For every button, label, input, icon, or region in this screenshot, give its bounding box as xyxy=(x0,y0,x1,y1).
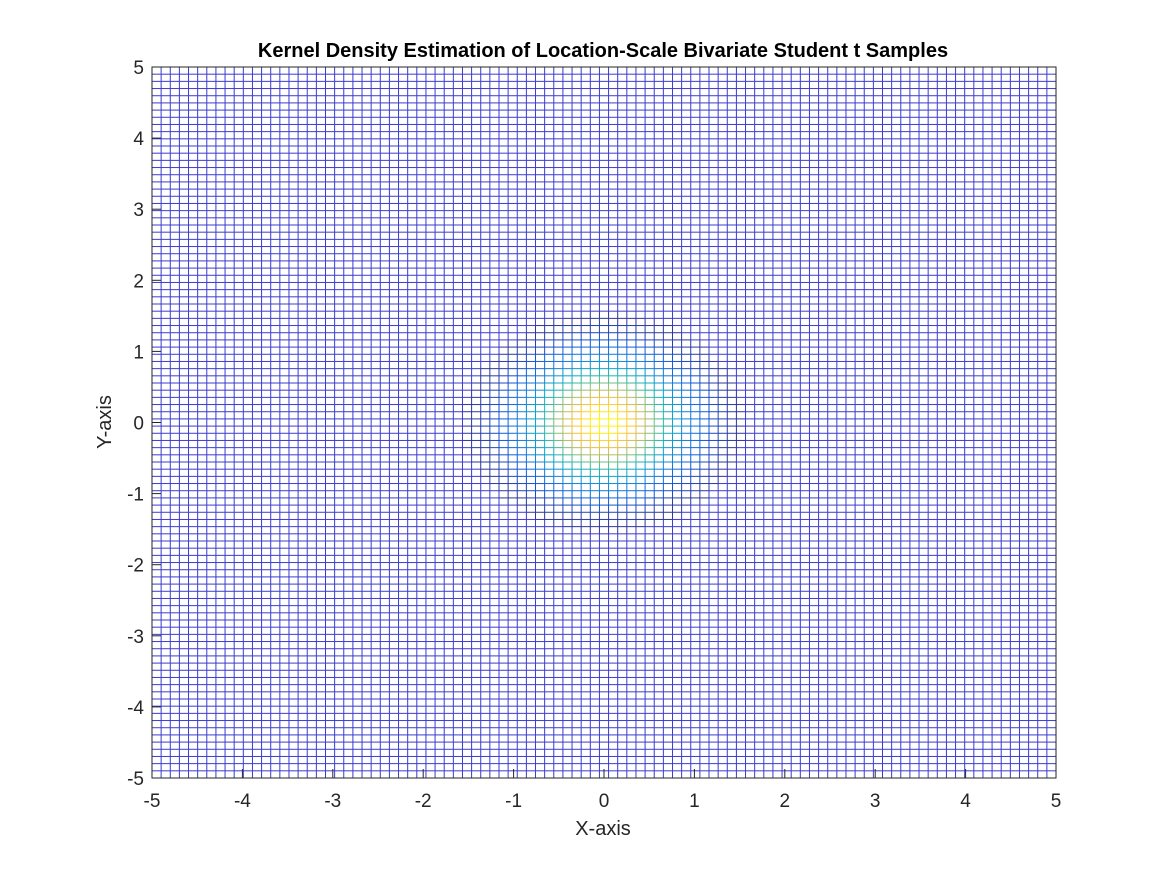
density-mesh xyxy=(151,66,1057,779)
chart-title: Kernel Density Estimation of Location-Sc… xyxy=(258,40,948,62)
